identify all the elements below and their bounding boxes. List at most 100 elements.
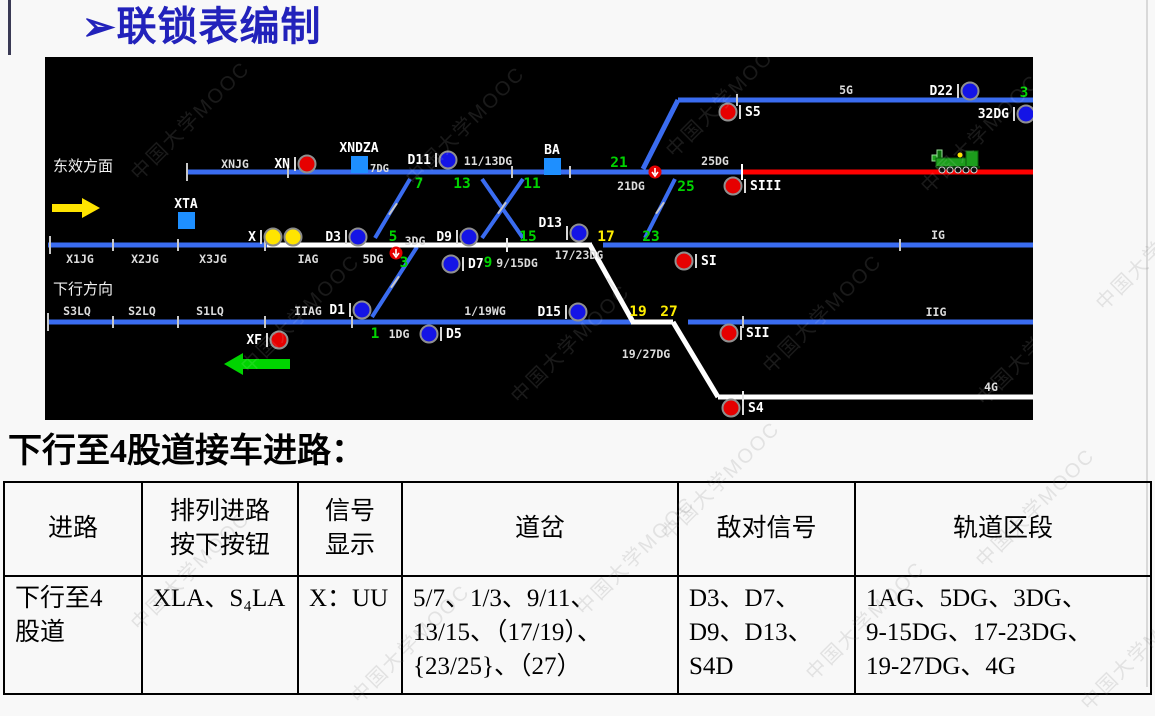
- diagram-label: 11: [523, 176, 541, 192]
- signal-X[interactable]: X: [248, 227, 303, 247]
- signal-lamp-icon: [718, 102, 738, 122]
- direction-arrows: [52, 198, 290, 375]
- diagram-label: D22: [930, 84, 953, 99]
- diagram-label: 5: [389, 229, 398, 245]
- slide-left-border: [8, 0, 11, 55]
- diagram-label: X1JG: [66, 252, 94, 266]
- signal-32DG[interactable]: 32DG: [978, 104, 1033, 124]
- diagram-label: D11: [408, 153, 432, 168]
- signal-lamp-icon: [438, 150, 458, 170]
- signal-D3[interactable]: D3: [325, 227, 368, 247]
- signal-D7[interactable]: D7: [441, 254, 484, 274]
- signal-S5[interactable]: S5: [718, 102, 761, 122]
- derailer-icon[interactable]: [648, 165, 662, 179]
- button-square-icon[interactable]: [178, 212, 195, 229]
- interlocking-route-table: 进路 排列进路 按下按钮 信号 显示 道岔 敌对信号 轨道区段 下行至4 股道 …: [3, 481, 1152, 695]
- signal-D9[interactable]: D9: [436, 227, 479, 247]
- diagram-label: S3LQ: [63, 304, 91, 318]
- route-button-XNDZA[interactable]: XNDZA 7DG: [339, 141, 389, 175]
- diagram-label: 5G: [839, 83, 853, 97]
- diagram-label: 5DG: [363, 252, 384, 266]
- diagram-label: 9/15DG: [496, 256, 538, 270]
- diagram-label: 25: [677, 179, 694, 195]
- diagram-label: 3DG: [405, 234, 426, 248]
- diagram-label: 25DG: [701, 154, 729, 168]
- signal-D11[interactable]: D11: [408, 150, 458, 170]
- signal-lamp-icon: [719, 323, 739, 343]
- insulation-joint-ticks: [47, 94, 901, 403]
- signal-lamp-icon: [283, 227, 303, 247]
- diagram-label: D7: [468, 257, 484, 272]
- signal-D15[interactable]: D15: [538, 302, 588, 322]
- header-track-sections: 轨道区段: [854, 481, 1152, 577]
- diagram-label: XNDZA: [339, 141, 378, 156]
- button-square-icon[interactable]: [351, 156, 368, 173]
- signal-lamp-icon: [419, 324, 439, 344]
- diagram-label: 17: [597, 229, 614, 245]
- header-switches: 道岔: [401, 481, 679, 577]
- signal-D13[interactable]: D13: [539, 216, 589, 243]
- signal-SIII[interactable]: SIII: [723, 176, 782, 196]
- diagram-label: 19: [629, 304, 646, 320]
- derailer-icon[interactable]: [389, 246, 403, 260]
- diagram-label: S1LQ: [196, 304, 224, 318]
- diagram-label: 东效方面: [53, 158, 113, 175]
- header-route: 进路: [3, 481, 143, 577]
- diagram-label: D5: [446, 327, 462, 342]
- signal-XN[interactable]: XN: [274, 154, 317, 174]
- diagram-label: D3: [325, 230, 341, 245]
- signal-lamp-icon: [674, 251, 694, 271]
- diagram-label: IAG: [298, 252, 319, 266]
- diagram-label: 下行方向: [53, 281, 113, 298]
- signal-D5[interactable]: D5: [419, 324, 462, 344]
- diagram-label: 27: [660, 304, 677, 320]
- diagram-label: XN: [274, 157, 290, 172]
- signal-D22[interactable]: D22: [930, 81, 980, 101]
- signals: XN D11 S5 D22 SIII 32DG X D3 D9 D13 D7 SI D1 D15 XF D5 S…: [246, 81, 1033, 418]
- cell-hostile-signals: D3、D7、 D9、D13、 S4D: [677, 575, 856, 695]
- diagram-label: 32DG: [978, 107, 1009, 122]
- signal-SII[interactable]: SII: [719, 323, 770, 343]
- signal-XF[interactable]: XF: [246, 330, 289, 350]
- signal-S4[interactable]: S4: [721, 398, 764, 418]
- header-buttons: 排列进路 按下按钮: [141, 481, 299, 577]
- diagram-label: 13: [453, 176, 470, 192]
- signal-lamp-icon: [1016, 104, 1033, 124]
- diagram-label: SII: [746, 326, 769, 341]
- diagram-label: IIAG: [294, 304, 322, 318]
- diagram-label: XF: [246, 333, 262, 348]
- diagram-label: 3: [400, 255, 409, 271]
- signal-lamp-icon: [569, 223, 589, 243]
- route-button-XTA[interactable]: XTA: [174, 197, 198, 229]
- up-direction-arrow-icon: [224, 353, 290, 375]
- signal-lamp-icon: [441, 254, 461, 274]
- diagram-label: 19/27DG: [622, 347, 671, 361]
- watermark-text: 中国大学MOOC: [1092, 187, 1155, 315]
- diagram-label: D9: [436, 230, 452, 245]
- cell-signal-display: X：UU: [297, 575, 403, 695]
- slide-right-border: [1146, 0, 1148, 687]
- diagram-label: IG: [931, 228, 945, 242]
- diagram-label: 9: [484, 255, 493, 271]
- header-signal-display: 信号 显示: [297, 481, 403, 577]
- cell-buttons: XLA、S₄LA: [141, 575, 299, 695]
- track-section-labels: XNJG 11/13DG 21DG 25DG 5G X1JG X2JG X3JG IAG 5DG 3…: [63, 83, 998, 394]
- signal-D1[interactable]: D1: [329, 300, 372, 320]
- diagram-label: D1: [329, 303, 345, 318]
- diagram-label: 21: [610, 155, 628, 171]
- button-square-icon[interactable]: [544, 158, 561, 175]
- route-button-BA[interactable]: BA: [544, 143, 561, 175]
- station-track-diagram-panel: XTA XNDZA 7DG BA XN D11 S5 D22 SIII 32DG X D3 D9 D13…: [45, 57, 1033, 420]
- diagram-label: S5: [745, 105, 761, 120]
- signal-lamp-icon: [352, 300, 372, 320]
- signal-SI[interactable]: SI: [674, 251, 717, 271]
- diagram-label: D15: [538, 305, 561, 320]
- down-direction-arrow-icon: [52, 198, 100, 218]
- track-lines: [48, 97, 1033, 400]
- diagram-label: 11/13DG: [464, 154, 513, 168]
- diagram-label: S4: [748, 401, 764, 416]
- diagram-label: 3: [1020, 85, 1029, 101]
- diagram-label: X: [248, 230, 256, 245]
